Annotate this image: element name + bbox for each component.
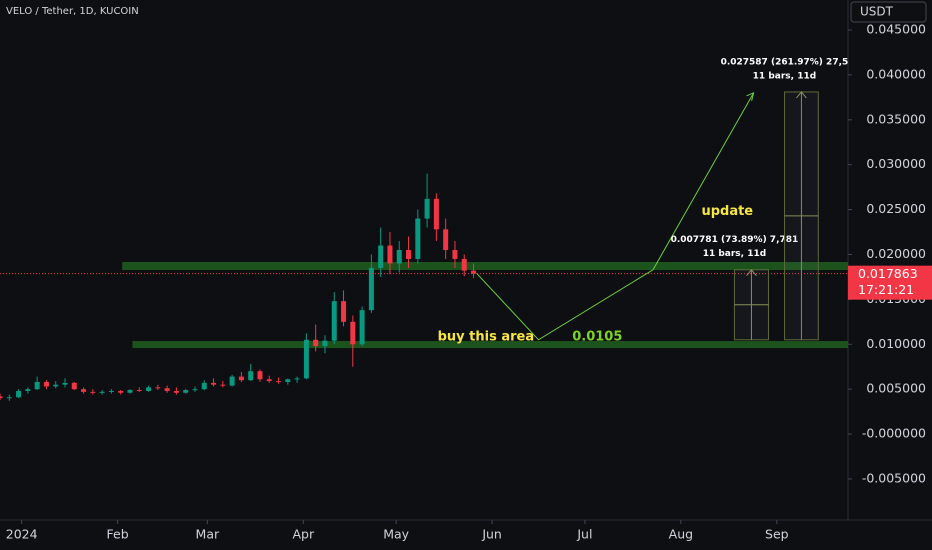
y-tick-label: 0.010000	[866, 336, 926, 351]
zone	[132, 341, 849, 349]
candle-body	[248, 371, 254, 381]
measure-sub: 11 bars, 11d	[703, 249, 767, 259]
candle-body	[471, 270, 477, 274]
trend-path	[476, 92, 755, 341]
candle-body	[322, 340, 328, 347]
candle-body	[368, 267, 374, 311]
candle-body	[16, 390, 22, 398]
candle-body	[313, 339, 319, 347]
candle-body	[62, 382, 68, 385]
y-tick-label: -0.000000	[862, 426, 926, 441]
x-tick-label: 2024	[6, 527, 38, 542]
candle-body	[211, 382, 217, 385]
candle-body	[34, 381, 40, 390]
candle-body	[90, 391, 96, 393]
candle-body	[173, 390, 179, 393]
y-tick-label: 0.005000	[866, 381, 926, 396]
note: update	[701, 204, 753, 219]
candle-body	[220, 384, 226, 386]
candle-body	[0, 396, 3, 399]
x-tick-label: Aug	[669, 527, 693, 542]
candle-body	[71, 382, 77, 390]
currency[interactable]: USDT	[860, 5, 894, 19]
chart-title: VELO / Tether, 1D, KUCOIN	[6, 6, 139, 17]
candle-body	[229, 376, 235, 386]
y-tick-label: -0.005000	[862, 470, 926, 485]
x-tick-label: May	[383, 527, 409, 542]
candle-body	[331, 301, 337, 341]
y-tick-label: 0.040000	[866, 66, 926, 81]
measure-arrow-head	[796, 91, 807, 99]
candle-body	[99, 391, 105, 393]
candle-body	[341, 301, 347, 322]
candle-body	[266, 379, 272, 382]
candle-body	[25, 389, 31, 391]
countdown: 17:21:21	[858, 282, 914, 297]
y-tick-label: 0.025000	[866, 201, 926, 216]
candle-body	[443, 229, 449, 250]
candle-body	[155, 387, 161, 389]
note: buy this area	[438, 330, 535, 345]
candle-body	[238, 376, 244, 381]
candle-body	[406, 249, 412, 259]
candle-body	[285, 379, 291, 382]
measure-label: 0.007781 (73.89%) 7,781	[671, 235, 799, 245]
zone	[122, 262, 849, 271]
y-tick-label: 0.035000	[866, 111, 926, 126]
candle-body	[424, 198, 430, 219]
candle-body	[127, 390, 133, 393]
candle-body	[192, 389, 198, 391]
candle-body	[257, 371, 263, 380]
x-tick-label: Sep	[765, 527, 789, 542]
candle-body	[136, 390, 142, 392]
candle-body	[387, 245, 393, 264]
candle-body	[415, 218, 421, 259]
y-tick-label: 0.045000	[866, 21, 926, 36]
x-tick-label: Jun	[481, 527, 502, 542]
currency-button[interactable]	[850, 1, 927, 23]
x-tick-label: Jul	[576, 527, 592, 542]
last-price: 0.017863	[858, 266, 918, 281]
candle-body	[396, 249, 402, 264]
last-price-box	[848, 265, 932, 300]
candle-body	[6, 397, 12, 399]
candle-body	[276, 381, 282, 383]
candle-body	[303, 339, 309, 379]
candle-body	[108, 390, 114, 392]
candle-body	[81, 389, 87, 392]
candle-body	[146, 387, 152, 391]
candle-body	[53, 384, 59, 387]
candle-body	[164, 388, 170, 391]
note: 0.0105	[572, 330, 622, 345]
candle-body	[294, 378, 300, 380]
y-tick-label: 0.020000	[866, 246, 926, 261]
candle-body	[359, 310, 365, 345]
measure-sub: 11 bars, 11d	[753, 71, 817, 81]
candle-body	[43, 381, 49, 387]
candle-body	[452, 249, 458, 259]
x-tick-label: Apr	[292, 527, 314, 542]
x-tick-label: Feb	[107, 527, 129, 542]
candle-body	[378, 245, 384, 268]
candle-body	[201, 382, 207, 390]
candle-body	[350, 321, 356, 345]
candle-body	[433, 198, 439, 230]
candle-body	[118, 390, 124, 393]
candle-body	[183, 390, 189, 393]
arrow-head	[746, 91, 755, 101]
measure-arrow-head	[746, 268, 757, 277]
candle-body	[461, 258, 467, 271]
measure-label: 0.027587 (261.97%) 27,5	[721, 57, 849, 67]
x-tick-label: Mar	[196, 527, 220, 542]
y-tick-label: 0.030000	[866, 156, 926, 171]
